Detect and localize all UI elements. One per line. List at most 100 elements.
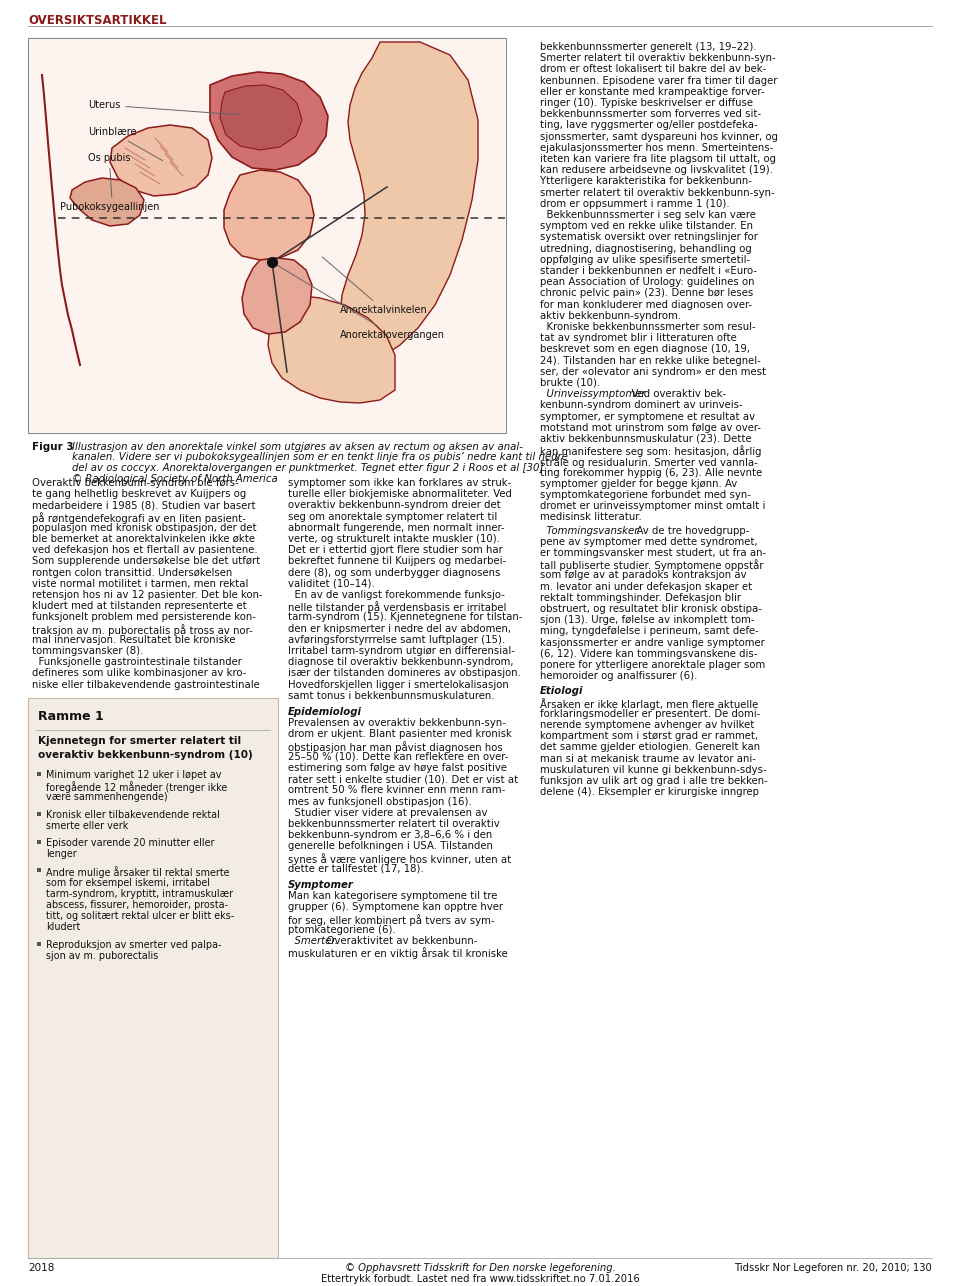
Text: obstipasjon har man påvist diagnosen hos: obstipasjon har man påvist diagnosen hos bbox=[288, 741, 503, 752]
Text: chronic pelvic pain» (23). Denne bør leses: chronic pelvic pain» (23). Denne bør les… bbox=[540, 288, 754, 298]
Text: kenbunnen. Episodene varer fra timer til dager: kenbunnen. Episodene varer fra timer til… bbox=[540, 76, 778, 86]
Text: Ytterligere karakteristika for bekkenbunn-: Ytterligere karakteristika for bekkenbun… bbox=[540, 176, 752, 186]
Text: Os pubis: Os pubis bbox=[88, 153, 131, 197]
Text: stråle og residualurin. Smerter ved vannla-: stråle og residualurin. Smerter ved vann… bbox=[540, 457, 757, 468]
Bar bbox=[28, 698, 278, 1258]
Text: Bekkenbunnssmerter i seg selv kan være: Bekkenbunnssmerter i seg selv kan være bbox=[540, 210, 756, 220]
Text: niske eller tilbakevendende gastrointestinale: niske eller tilbakevendende gastrointest… bbox=[32, 679, 260, 689]
Text: Det er i ettertid gjort flere studier som har: Det er i ettertid gjort flere studier so… bbox=[288, 545, 503, 556]
Text: lenger: lenger bbox=[46, 849, 77, 859]
Text: Hovedforskjellen ligger i smertelokalisasjon: Hovedforskjellen ligger i smertelokalisa… bbox=[288, 679, 509, 689]
Text: Episoder varende 20 minutter eller: Episoder varende 20 minutter eller bbox=[46, 838, 214, 847]
Text: ser, der «olevator ani syndrom» er den mest: ser, der «olevator ani syndrom» er den m… bbox=[540, 367, 766, 377]
Polygon shape bbox=[220, 85, 302, 150]
Text: rater sett i enkelte studier (10). Det er vist at: rater sett i enkelte studier (10). Det e… bbox=[288, 774, 518, 784]
Bar bbox=[37, 868, 41, 872]
Text: avføringsforstyrrrelse samt luftplager (15).: avføringsforstyrrrelse samt luftplager (… bbox=[288, 635, 505, 644]
Text: synes å være vanligere hos kvinner, uten at: synes å være vanligere hos kvinner, uten… bbox=[288, 853, 512, 864]
Text: kenbunn-syndrom dominert av urinveis-: kenbunn-syndrom dominert av urinveis- bbox=[540, 400, 743, 410]
Text: retensjon hos ni av 12 pasienter. Det ble kon-: retensjon hos ni av 12 pasienter. Det bl… bbox=[32, 590, 263, 601]
Text: sjon av m. puborectalis: sjon av m. puborectalis bbox=[46, 950, 158, 961]
Text: kasjonssmerter er andre vanlige symptomer: kasjonssmerter er andre vanlige symptome… bbox=[540, 638, 765, 648]
Text: Overaktiv bekkenbunn-syndrom ble førs-: Overaktiv bekkenbunn-syndrom ble førs- bbox=[32, 478, 239, 487]
Text: kludert: kludert bbox=[46, 922, 81, 932]
Text: omtrent 50 % flere kvinner enn menn ram-: omtrent 50 % flere kvinner enn menn ram- bbox=[288, 786, 505, 796]
Text: Funksjonelle gastrointestinale tilstander: Funksjonelle gastrointestinale tilstande… bbox=[32, 657, 242, 667]
Text: Smerter.: Smerter. bbox=[288, 936, 338, 946]
Text: for man konkluderer med diagnosen over-: for man konkluderer med diagnosen over- bbox=[540, 300, 752, 310]
Text: tarm-syndrom, kryptitt, intramuskulær: tarm-syndrom, kryptitt, intramuskulær bbox=[46, 889, 233, 899]
Text: aktiv bekkenbunnsmuskulatur (23). Dette: aktiv bekkenbunnsmuskulatur (23). Dette bbox=[540, 433, 752, 444]
Text: verte, og strukturelt intakte muskler (10).: verte, og strukturelt intakte muskler (1… bbox=[288, 534, 500, 544]
Text: En av de vanligst forekommende funksjo-: En av de vanligst forekommende funksjo- bbox=[288, 590, 505, 601]
Text: utredning, diagnostisering, behandling og: utredning, diagnostisering, behandling o… bbox=[540, 243, 752, 253]
Text: Man kan kategorisere symptomene til tre: Man kan kategorisere symptomene til tre bbox=[288, 891, 497, 901]
Text: brukte (10).: brukte (10). bbox=[540, 378, 600, 388]
Text: drom er oftest lokalisert til bakre del av bek-: drom er oftest lokalisert til bakre del … bbox=[540, 64, 766, 75]
Text: ejakulasjonssmerter hos menn. Smerteintens-: ejakulasjonssmerter hos menn. Smerteinte… bbox=[540, 143, 773, 153]
Text: seg om anorektale symptomer relatert til: seg om anorektale symptomer relatert til bbox=[288, 512, 497, 522]
Text: bekkenbunn-syndrom er 3,8–6,6 % i den: bekkenbunn-syndrom er 3,8–6,6 % i den bbox=[288, 831, 492, 840]
Text: ponere for ytterligere anorektale plager som: ponere for ytterligere anorektale plager… bbox=[540, 660, 765, 670]
Text: det samme gjelder etiologien. Generelt kan: det samme gjelder etiologien. Generelt k… bbox=[540, 742, 760, 752]
Text: muskulaturen vil kunne gi bekkenbunn­sdys-: muskulaturen vil kunne gi bekkenbunn­sdy… bbox=[540, 765, 767, 774]
Text: medisinsk litteratur.: medisinsk litteratur. bbox=[540, 512, 641, 522]
Text: tat av syndromet blir i litteraturen ofte: tat av syndromet blir i litteraturen oft… bbox=[540, 333, 736, 343]
Text: ble bemerket at anorektalvinkelen ikke økte: ble bemerket at anorektalvinkelen ikke ø… bbox=[32, 534, 255, 544]
Text: iteten kan variere fra lite plagsom til uttalt, og: iteten kan variere fra lite plagsom til … bbox=[540, 154, 776, 165]
Text: Kronisk eller tilbakevendende rektal: Kronisk eller tilbakevendende rektal bbox=[46, 810, 220, 819]
Text: m. levator ani under defekasjon skaper et: m. levator ani under defekasjon skaper e… bbox=[540, 581, 753, 592]
Text: Epidemiologi: Epidemiologi bbox=[288, 707, 362, 718]
Text: symptomer gjelder for begge kjønn. Av: symptomer gjelder for begge kjønn. Av bbox=[540, 478, 737, 489]
Text: Figur 3: Figur 3 bbox=[32, 442, 74, 451]
Text: diagnose til overaktiv bekkenbunn-syndrom,: diagnose til overaktiv bekkenbunn-syndro… bbox=[288, 657, 514, 667]
Text: rontgen colon transittid. Undersøkelsen: rontgen colon transittid. Undersøkelsen bbox=[32, 567, 232, 577]
Text: drom er oppsummert i ramme 1 (10).: drom er oppsummert i ramme 1 (10). bbox=[540, 199, 730, 208]
Text: mal innervasjon. Resultatet ble kroniske: mal innervasjon. Resultatet ble kroniske bbox=[32, 635, 235, 644]
Text: den er knipsmerter i nedre del av abdomen,: den er knipsmerter i nedre del av abdome… bbox=[288, 624, 511, 634]
Polygon shape bbox=[110, 125, 212, 195]
Polygon shape bbox=[340, 42, 478, 360]
Text: Overaktivitet av bekkenbunn-: Overaktivitet av bekkenbunn- bbox=[320, 936, 477, 946]
Text: sjonssmerter, samt dyspareuni hos kvinner, og: sjonssmerter, samt dyspareuni hos kvinne… bbox=[540, 131, 778, 141]
Text: symptomer, er symptomene et resultat av: symptomer, er symptomene et resultat av bbox=[540, 412, 756, 422]
Text: delene (4). Eksempler er kirurgiske inngrep: delene (4). Eksempler er kirurgiske inng… bbox=[540, 787, 759, 797]
Text: Illustrasjon av den anorektale vinkel som utgjøres av aksen av rectum og aksen a: Illustrasjon av den anorektale vinkel so… bbox=[72, 442, 523, 451]
Text: Anorektalovergangen: Anorektalovergangen bbox=[275, 264, 445, 340]
Text: kompartment som i størst grad er rammet,: kompartment som i størst grad er rammet, bbox=[540, 732, 758, 741]
Text: Symptomer: Symptomer bbox=[288, 880, 354, 890]
Text: mes av funksjonell obstipasjon (16).: mes av funksjonell obstipasjon (16). bbox=[288, 796, 471, 806]
Text: som følge av at paradoks kontraksjon av: som følge av at paradoks kontraksjon av bbox=[540, 571, 747, 580]
Text: Av de tre hovedgrupp-: Av de tre hovedgrupp- bbox=[630, 526, 750, 535]
Text: man si at mekanisk traume av levator ani-: man si at mekanisk traume av levator ani… bbox=[540, 754, 756, 764]
Text: (6, 12). Videre kan tommingsvanskene dis-: (6, 12). Videre kan tommingsvanskene dis… bbox=[540, 649, 757, 658]
Text: overaktiv bekkenbunn-syndrom dreier det: overaktiv bekkenbunn-syndrom dreier det bbox=[288, 500, 501, 511]
Text: Kjennetegn for smerter relatert til
overaktiv bekkenbunn-syndrom (10): Kjennetegn for smerter relatert til over… bbox=[38, 736, 252, 760]
Text: Ramme 1: Ramme 1 bbox=[38, 710, 104, 723]
Text: Prevalensen av overaktiv bekkenbunn-syn-: Prevalensen av overaktiv bekkenbunn-syn- bbox=[288, 718, 506, 728]
Text: Andre mulige årsaker til rektal smerte: Andre mulige årsaker til rektal smerte bbox=[46, 867, 229, 878]
Text: Urinveissymptomer.: Urinveissymptomer. bbox=[540, 390, 648, 399]
Text: på røntgendefekografi av en liten pasient-: på røntgendefekografi av en liten pasien… bbox=[32, 512, 246, 523]
Text: pene av symptomer med dette syndromet,: pene av symptomer med dette syndromet, bbox=[540, 536, 757, 547]
Text: er tommingsvansker mest studert, ut fra an-: er tommingsvansker mest studert, ut fra … bbox=[540, 548, 766, 558]
Text: viste normal motilitet i tarmen, men rektal: viste normal motilitet i tarmen, men rek… bbox=[32, 579, 249, 589]
Text: dere (8), og som underbygger diagnosens: dere (8), og som underbygger diagnosens bbox=[288, 567, 500, 577]
Text: tommingsvansker (8).: tommingsvansker (8). bbox=[32, 646, 143, 656]
Text: Som supplerende undersøkelse ble det utført: Som supplerende undersøkelse ble det utf… bbox=[32, 557, 260, 566]
Text: generelle befolkningen i USA. Tilstanden: generelle befolkningen i USA. Tilstanden bbox=[288, 841, 492, 851]
Text: OVERSIKTSARTIKKEL: OVERSIKTSARTIKKEL bbox=[28, 14, 166, 27]
Text: kludert med at tilstanden representerte et: kludert med at tilstanden representerte … bbox=[32, 601, 247, 611]
Text: samt tonus i bekkenbunnsmuskulaturen.: samt tonus i bekkenbunnsmuskulaturen. bbox=[288, 691, 494, 701]
Text: validitet (10–14).: validitet (10–14). bbox=[288, 579, 374, 589]
Text: som for eksempel iskemi, irritabel: som for eksempel iskemi, irritabel bbox=[46, 877, 210, 887]
Text: Urinblære: Urinblære bbox=[88, 127, 162, 161]
Text: være sammenhengende): være sammenhengende) bbox=[46, 792, 168, 802]
Text: Etiologi: Etiologi bbox=[540, 687, 584, 697]
Text: estimering som følge av høye falst positive: estimering som følge av høye falst posit… bbox=[288, 763, 507, 773]
Text: Irritabel tarm-syndrom utgiør en differensial-: Irritabel tarm-syndrom utgiør en differe… bbox=[288, 646, 515, 656]
Text: Ved overaktiv bek-: Ved overaktiv bek- bbox=[625, 390, 726, 399]
Text: Uterus: Uterus bbox=[88, 100, 239, 114]
Text: Årsaken er ikke klarlagt, men flere aktuelle: Årsaken er ikke klarlagt, men flere aktu… bbox=[540, 697, 758, 710]
Text: Studier viser videre at prevalensen av: Studier viser videre at prevalensen av bbox=[288, 808, 488, 818]
